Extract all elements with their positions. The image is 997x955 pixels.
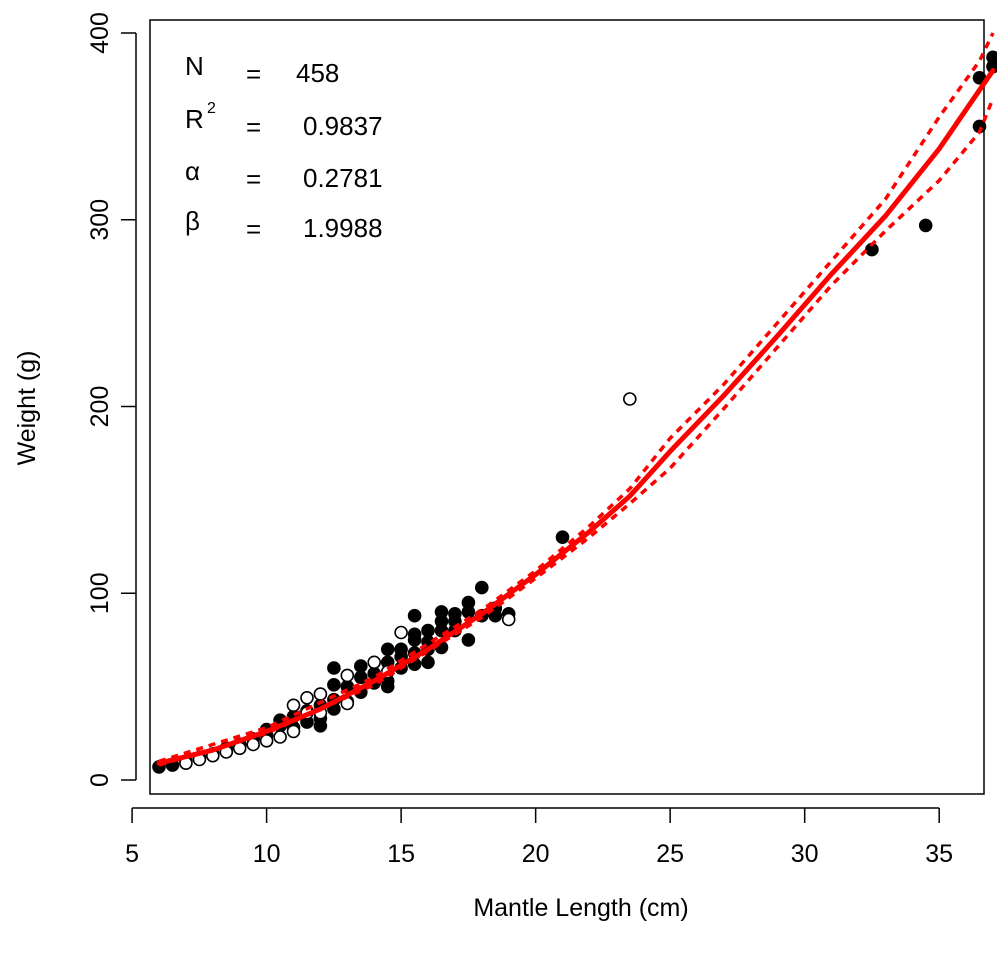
data-point-filled [421, 655, 435, 670]
data-point-open [273, 730, 287, 744]
y-tick-label: 0 [86, 773, 114, 787]
stat-symbol: R [185, 104, 204, 134]
x-tick-label: 25 [656, 840, 684, 868]
x-tick-label: 30 [791, 840, 819, 868]
data-point-open [313, 687, 328, 701]
data-point-filled [555, 530, 570, 545]
data-point-filled [327, 661, 341, 675]
x-tick-label: 20 [522, 840, 550, 868]
stat-value: 0.2781 [303, 163, 383, 193]
data-point-open [622, 392, 637, 406]
fit-lines [156, 32, 996, 767]
data-point-open [340, 668, 355, 683]
data-point-filled [407, 627, 422, 642]
data-point-filled [394, 642, 408, 657]
axes: 5 10 15 20 25 30 35 0 100 200 300 400 [86, 12, 985, 868]
stat-equals: = [246, 214, 261, 244]
data-point-filled [421, 623, 435, 638]
data-point-filled [461, 595, 476, 610]
y-tick-label: 200 [86, 386, 114, 428]
x-tick-label: 5 [125, 840, 139, 868]
stat-value: 1.9988 [303, 213, 383, 243]
stat-symbol: α [185, 156, 200, 186]
data-point-open [286, 724, 301, 739]
data-point-open [394, 625, 408, 640]
y-tick-label: 300 [86, 199, 114, 241]
stats-annotation: N = 458 R 2 = 0.9837 α = 0.2781 β = 1.9988 [185, 51, 383, 244]
data-point-filled [474, 580, 489, 595]
x-axis-label: Mantle Length (cm) [473, 894, 688, 922]
stat-symbol: β [185, 206, 200, 236]
y-tick-label: 100 [86, 572, 114, 614]
data-point-open [259, 733, 274, 748]
data-point-filled [327, 677, 341, 692]
data-point-filled [380, 642, 395, 657]
stat-value: 0.9837 [303, 111, 383, 141]
data-point-filled [461, 633, 476, 647]
data-points [152, 50, 997, 774]
x-tick-label: 35 [925, 840, 953, 868]
data-point-filled [448, 606, 462, 621]
data-point-open [286, 698, 301, 713]
stat-value: 458 [296, 58, 339, 88]
stat-superscript: 2 [207, 100, 216, 117]
data-point-filled [918, 218, 933, 233]
y-axis-label: Weight (g) [13, 351, 41, 466]
x-tick-label: 10 [253, 840, 281, 868]
plot-frame [149, 19, 985, 795]
data-point-filled [353, 659, 368, 673]
stat-equals: = [246, 59, 261, 89]
data-point-filled [434, 605, 449, 619]
data-point-open [300, 690, 314, 705]
ci-upper-line [158, 32, 995, 763]
data-point-filled [986, 50, 997, 65]
data-point-open [367, 655, 382, 670]
ci-lower-line [158, 97, 995, 767]
y-tick-label: 400 [86, 12, 114, 54]
data-point-open [501, 612, 516, 627]
stat-equals: = [246, 164, 261, 194]
x-tick-label: 15 [387, 840, 415, 868]
data-point-filled [407, 608, 422, 623]
stat-symbol: N [185, 51, 204, 81]
fit-line [156, 67, 996, 766]
stat-equals: = [246, 112, 261, 142]
